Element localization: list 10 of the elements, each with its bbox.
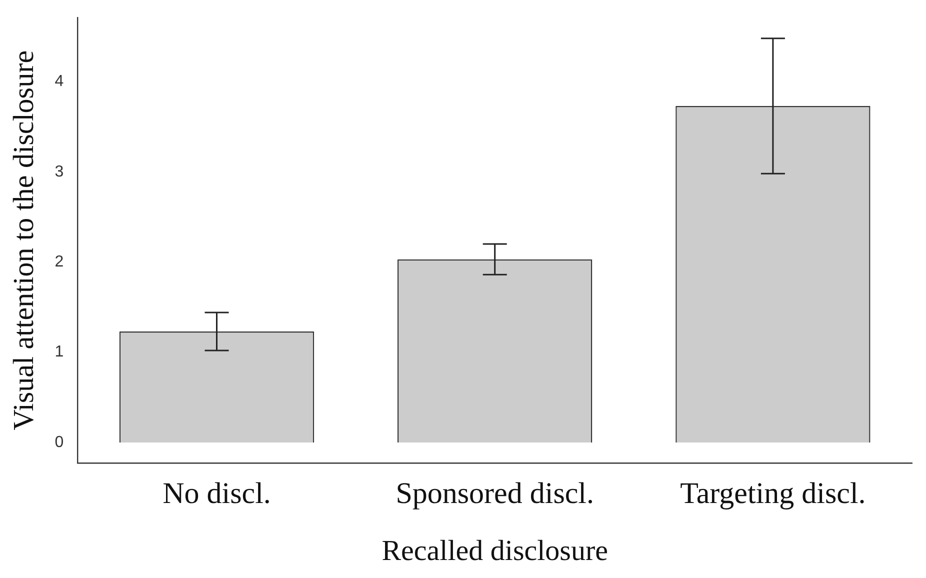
y-tick-label: 3 <box>54 163 64 180</box>
y-tick-label: 1 <box>54 344 64 361</box>
x-tick-label: No discl. <box>162 477 271 510</box>
x-tick-label: Sponsored discl. <box>396 477 594 510</box>
x-axis-title: Recalled disclosure <box>382 535 608 568</box>
y-tick-label: 0 <box>54 434 64 451</box>
x-tick-label: Targeting discl. <box>680 477 866 510</box>
y-tick-label: 4 <box>54 73 64 90</box>
y-axis-title: Visual attention to the disclosure <box>8 50 40 430</box>
y-tick-label: 2 <box>54 253 64 270</box>
